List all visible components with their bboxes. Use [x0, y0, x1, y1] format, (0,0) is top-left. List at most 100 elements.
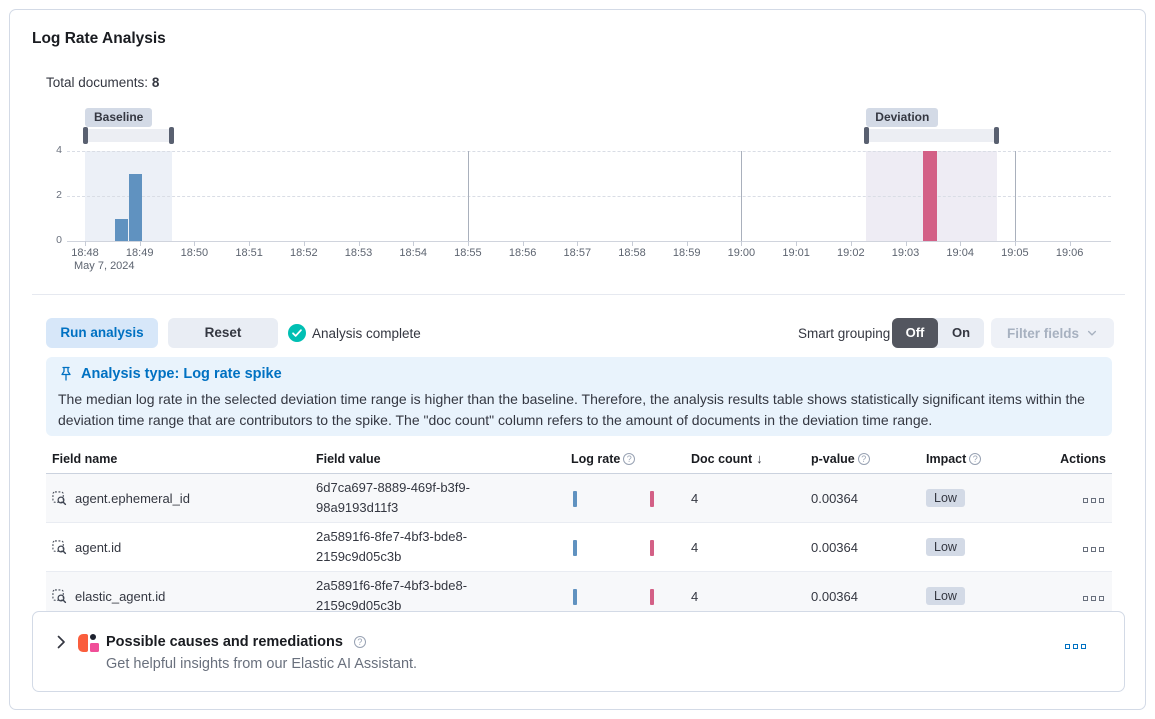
p-value: 0.00364 [805, 522, 920, 572]
impact-badge: Low [926, 538, 965, 556]
y-axis-label: 2 [56, 189, 62, 201]
x-axis-label: 18:49 [125, 247, 154, 259]
callout-title: Analysis type: Log rate spike [81, 366, 282, 382]
field-name: agent.id [75, 539, 122, 555]
deviation-badge: Deviation [866, 108, 939, 127]
page-title: Log Rate Analysis [32, 30, 166, 47]
baseline-mini-bar [573, 539, 577, 556]
filter-fields-label: Filter fields [1006, 325, 1079, 341]
gridline-vertical [1014, 151, 1016, 246]
x-axis-label: 18:52 [290, 247, 318, 259]
log-rate-sparkline [571, 588, 657, 605]
x-axis-tick [686, 241, 688, 246]
x-axis-label: 19:04 [946, 247, 974, 259]
total-documents-label: Total documents: [46, 75, 149, 90]
header-field-name[interactable]: Field name [46, 447, 310, 474]
elastic-ai-assistant-icon [78, 633, 99, 653]
x-axis-tick [1014, 241, 1016, 246]
x-axis-tick [194, 241, 196, 246]
gridline-y4 [67, 151, 1111, 152]
baseline-brush-handle-right[interactable] [168, 127, 174, 144]
callout-title-row: Analysis type: Log rate spike [58, 366, 1100, 382]
x-axis-tick [632, 241, 633, 246]
table-header-row: Field name Field value Log rate? Doc cou… [46, 447, 1112, 474]
possible-causes-title: Possible causes and remediations [106, 634, 343, 650]
x-axis-label: 18:54 [399, 247, 427, 259]
row-actions-icon[interactable] [1083, 497, 1104, 503]
log-rate-sparkline [571, 539, 657, 556]
x-axis-label: 19:03 [891, 247, 920, 259]
main-panel: Log Rate Analysis Total documents: 8 0 2 4… [9, 9, 1146, 710]
chevron-right-icon[interactable] [53, 634, 69, 650]
x-axis-label: 18:55 [454, 247, 482, 259]
deviation-mini-bar [650, 490, 654, 507]
toggle-off-button[interactable]: Off [892, 318, 938, 348]
x-axis-tick [850, 241, 852, 246]
x-axis-tick [522, 241, 524, 246]
header-doc-count[interactable]: Doc count ↓ [685, 447, 805, 474]
reset-button[interactable]: Reset [168, 318, 278, 348]
deviation-mini-bar [650, 539, 654, 556]
question-icon[interactable]: ? [969, 452, 982, 465]
chevron-down-icon [1087, 330, 1097, 336]
sort-desc-icon: ↓ [756, 451, 763, 466]
deviation-brush-handle-left[interactable] [864, 127, 870, 144]
x-axis-label: 19:00 [727, 247, 756, 259]
row-actions-icon[interactable] [1083, 546, 1104, 552]
question-icon[interactable]: ? [353, 636, 366, 648]
deviation-brush[interactable] [866, 129, 997, 142]
header-impact[interactable]: Impact? [920, 447, 1016, 474]
field-name: agent.ephemeral_id [75, 490, 190, 506]
smart-grouping-toggle: Off On [892, 318, 984, 348]
field-value: 2a5891f6-8fe7-4bf3-bde8-2159c9d05c3b [316, 578, 468, 613]
x-axis-label: 18:58 [618, 247, 646, 259]
x-axis-tick [358, 241, 360, 246]
x-axis-label: 18:48 [71, 247, 99, 259]
header-field-value[interactable]: Field value [310, 447, 565, 474]
x-axis-label: 18:56 [508, 247, 537, 259]
x-axis-label: 18:51 [235, 247, 263, 259]
deviation-brush-handle-right[interactable] [993, 127, 999, 144]
pin-icon [61, 366, 71, 381]
panel-actions-icon[interactable] [1065, 644, 1086, 649]
x-axis-tick [960, 241, 962, 246]
x-axis-line [67, 241, 1111, 242]
filter-field-icon[interactable] [52, 490, 67, 506]
results-table: Field name Field value Log rate? Doc cou… [46, 447, 1112, 621]
toggle-on-button[interactable]: On [951, 325, 971, 340]
histogram-bar [115, 218, 129, 241]
impact-badge: Low [926, 587, 965, 605]
baseline-brush-handle-left[interactable] [83, 127, 88, 144]
run-analysis-button[interactable]: Run analysis [46, 318, 158, 348]
possible-causes-subtitle: Get helpful insights from our Elastic AI… [106, 656, 418, 672]
row-actions-icon[interactable] [1083, 595, 1104, 601]
analysis-type-callout: Analysis type: Log rate spike The median… [46, 357, 1112, 436]
question-icon[interactable]: ? [857, 452, 870, 465]
baseline-mini-bar [573, 490, 577, 507]
question-icon[interactable]: ? [623, 452, 636, 465]
header-p-value[interactable]: p-value? [805, 447, 920, 474]
x-axis-tick [741, 241, 743, 246]
gridline-vertical [741, 151, 743, 246]
document-count-chart[interactable]: 0 2 4 18:48 18:49 18:50 18:51 18:52 18:53 18:54 18… [10, 10, 1147, 290]
filter-field-icon[interactable] [52, 539, 67, 555]
filter-field-icon[interactable] [52, 588, 67, 604]
table-row: agent.id 2a5891f6-8fe7-4bf3-bde8-2159c9d… [46, 522, 1112, 572]
field-name: elastic_agent.id [75, 588, 166, 604]
y-axis-label: 0 [56, 234, 62, 246]
x-axis-tick [303, 241, 305, 246]
x-axis-label: 18:59 [672, 247, 701, 259]
baseline-brush[interactable] [85, 129, 172, 142]
header-log-rate[interactable]: Log rate? [565, 447, 685, 474]
x-axis-label: 19:01 [782, 247, 810, 259]
x-axis-tick [249, 241, 251, 246]
total-documents-value: 8 [151, 75, 160, 90]
p-value: 0.00364 [805, 473, 920, 523]
filter-fields-button[interactable]: Filter fields [991, 318, 1114, 348]
y-axis-label: 4 [56, 144, 62, 156]
doc-count: 4 [685, 473, 805, 523]
status-text: Analysis complete [312, 325, 421, 341]
possible-causes-title-row[interactable]: Possible causes and remediations ? [106, 634, 366, 650]
smart-grouping-label: Smart grouping [798, 326, 891, 341]
